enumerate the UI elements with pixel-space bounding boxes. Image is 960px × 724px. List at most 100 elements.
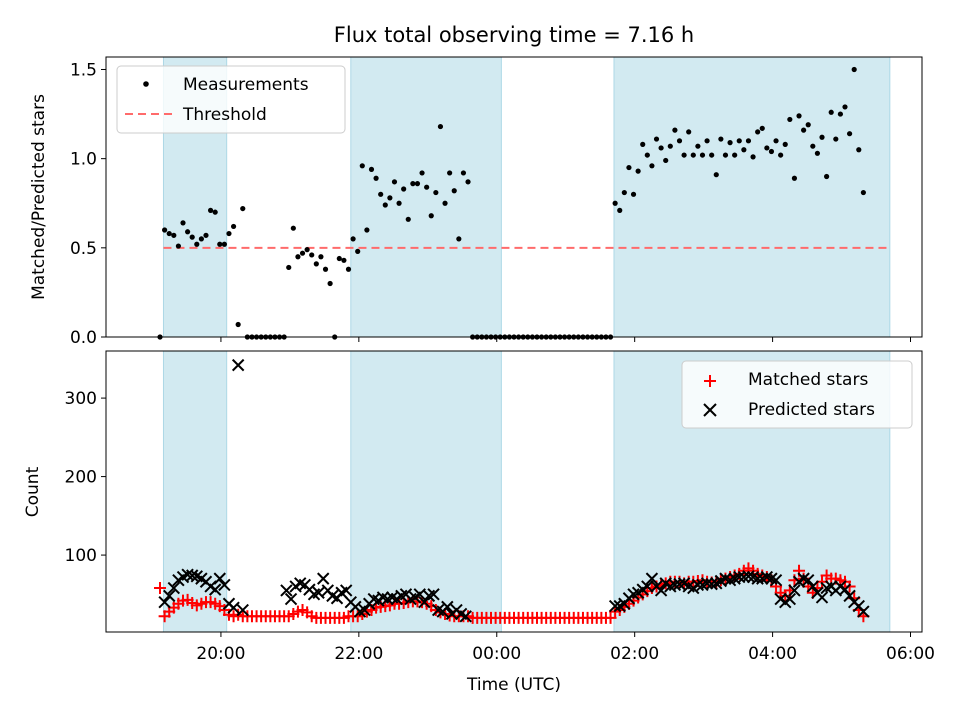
- measurement-point: [699, 152, 706, 158]
- x-tick-label: 02:00: [610, 644, 659, 664]
- predicted-star-point: [857, 605, 870, 618]
- measurement-point: [727, 140, 733, 146]
- measurement-point: [350, 236, 356, 242]
- bottom-y-ticks: 100 200 300: [65, 389, 106, 566]
- measurement-point: [722, 152, 729, 158]
- predicted-star-point: [806, 580, 820, 593]
- measurement-point: [736, 138, 742, 144]
- measurement-point: [750, 154, 756, 160]
- legend-matched-label: Matched stars: [748, 370, 868, 390]
- measurement-point: [396, 200, 402, 206]
- measurement-point: [299, 250, 306, 256]
- bottom-legend: Matched stars Predicted stars: [681, 360, 913, 429]
- legend-threshold-label: Threshold: [182, 105, 267, 125]
- measurement-point: [810, 143, 816, 149]
- measurement-point: [851, 66, 857, 73]
- measurement-point: [640, 141, 646, 147]
- top-y-ticks: 0.0 0.5 1.0 1.5: [70, 60, 106, 348]
- matched-stars-points: [154, 562, 870, 624]
- predicted-star-point: [641, 580, 654, 593]
- measurement-point: [359, 163, 365, 169]
- bottom-axes-frame: [105, 350, 923, 633]
- measurement-point: [782, 141, 788, 147]
- measurement-point: [695, 143, 701, 149]
- measurement-point: [217, 241, 223, 247]
- measurement-point: [221, 241, 227, 247]
- measurement-point: [805, 122, 811, 128]
- measurement-point: [180, 220, 186, 226]
- measurement-point: [778, 152, 784, 158]
- predicted-star-point: [208, 583, 222, 596]
- measurement-point: [318, 254, 324, 260]
- x-tick-label: 22:00: [334, 644, 383, 664]
- measurement-point: [649, 163, 655, 169]
- measurement-point: [355, 248, 361, 254]
- matched-star-point: [843, 580, 856, 593]
- measurement-point: [846, 131, 853, 137]
- bottom-legend-box: [681, 360, 913, 429]
- y-tick-label: 300: [65, 389, 97, 409]
- measurement-point: [644, 152, 650, 158]
- y-tick-label: 0.5: [70, 239, 97, 259]
- measurement-point: [203, 232, 209, 238]
- predicted-star-point: [815, 591, 829, 604]
- measurement-point: [833, 136, 839, 142]
- predicted-star-point: [705, 577, 718, 591]
- measurement-point: [686, 129, 692, 135]
- predicted-star-point: [441, 600, 454, 614]
- predicted-star-point: [231, 358, 245, 372]
- predicted-star-point: [213, 572, 226, 585]
- y-tick-label: 1.5: [70, 60, 97, 80]
- measurement-point: [621, 189, 627, 196]
- predicted-star-point: [838, 583, 852, 596]
- measurement-point: [828, 109, 834, 115]
- measurement-point: [433, 189, 439, 196]
- measurement-point: [681, 152, 687, 158]
- measurement-point: [755, 129, 761, 135]
- measurement-point: [175, 243, 182, 249]
- measurement-point: [336, 255, 342, 262]
- measurement-point: [676, 138, 683, 144]
- top-legend: Measurements Threshold: [116, 65, 346, 134]
- measurement-point: [387, 195, 393, 201]
- measurement-point: [465, 179, 471, 185]
- predicted-star-point: [317, 572, 330, 585]
- y-tick-label: 100: [65, 546, 97, 566]
- measurement-point: [419, 170, 425, 176]
- predicted-star-point: [769, 573, 783, 587]
- x-tick-label: 20:00: [196, 644, 245, 664]
- measurement-point: [635, 168, 641, 174]
- bottom-x-ticks: 20:00 22:00 00:00 02:00 04:00 06:00: [196, 632, 935, 664]
- measurement-point: [414, 181, 421, 187]
- measurement-point: [663, 157, 669, 164]
- measurement-point: [787, 116, 793, 123]
- predicted-star-point: [158, 595, 171, 609]
- top-x-ticks: [220, 337, 912, 342]
- measurement-points: [157, 66, 866, 340]
- measurement-point: [309, 252, 315, 258]
- measurement-point: [759, 125, 765, 131]
- measurement-point: [364, 227, 370, 233]
- predicted-star-point: [654, 584, 668, 597]
- predicted-star-point: [737, 570, 751, 584]
- measurement-point: [713, 172, 719, 178]
- legend-predicted-marker: [703, 403, 717, 417]
- predicted-star-point: [312, 586, 325, 599]
- predicted-star-point: [783, 592, 797, 606]
- measurement-point: [198, 236, 204, 242]
- predicted-star-point: [802, 573, 815, 587]
- measurement-point: [814, 150, 821, 156]
- measurement-point: [824, 173, 830, 180]
- measurement-point: [391, 179, 398, 185]
- legend-measurements-marker: [143, 81, 149, 87]
- bottom-panel: 100 200 300 20:00 22:00 00:00 02:00 04:00 06:00…: [23, 350, 935, 695]
- measurement-point: [194, 241, 200, 247]
- measurement-point: [290, 225, 296, 231]
- shaded-interval: [613, 56, 891, 338]
- measurement-point: [773, 138, 779, 144]
- x-tick-label: 06:00: [886, 644, 935, 664]
- top-y-axis-label: Matched/Predicted stars: [29, 94, 49, 300]
- measurement-point: [341, 257, 347, 263]
- predicted-stars-points: [158, 358, 870, 623]
